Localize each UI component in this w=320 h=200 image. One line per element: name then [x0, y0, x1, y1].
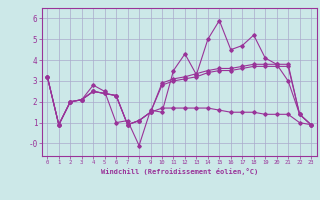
X-axis label: Windchill (Refroidissement éolien,°C): Windchill (Refroidissement éolien,°C) — [100, 168, 258, 175]
